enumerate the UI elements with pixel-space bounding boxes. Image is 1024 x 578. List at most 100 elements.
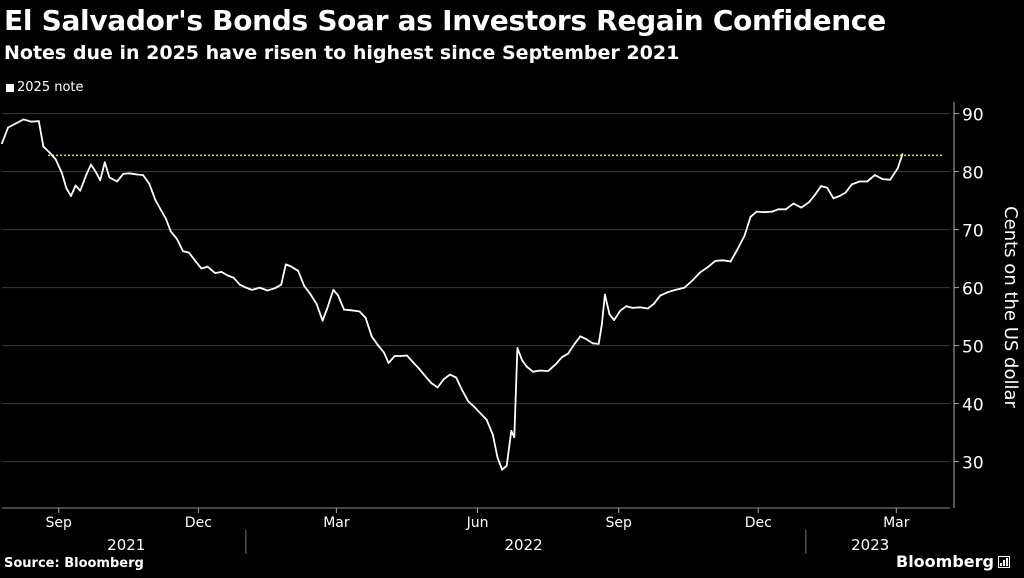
data-point [274,287,276,290]
data-point [94,170,97,173]
series-line [1,118,904,471]
data-point [792,202,795,205]
data-point [136,173,138,176]
data-point [674,289,677,291]
data-point [42,145,45,148]
data-point [771,210,773,213]
data-point [561,356,563,359]
data-point [436,386,439,389]
data-point [74,184,77,187]
data-point [226,274,229,277]
data-point [54,158,57,161]
data-point [844,191,847,194]
data-point [169,230,172,233]
data-point [777,208,780,211]
data-point [399,355,402,357]
data-point [85,173,88,176]
y-tick-label: 30 [962,454,984,474]
data-point [625,305,628,308]
data-point [547,370,549,372]
data-point [600,323,603,326]
data-point [232,276,235,279]
data-point [743,235,746,237]
data-point [619,309,622,312]
data-point [631,307,634,309]
year-label: 2022 [504,536,542,554]
data-point [238,283,241,286]
data-point [182,250,184,253]
data-point [808,201,810,204]
data-point [889,178,892,181]
data-point [613,319,615,321]
data-point [501,468,503,471]
chart-subtitle: Notes due in 2025 have risen to highest … [4,42,680,64]
data-point [461,389,464,392]
data-point [850,183,853,186]
data-point [70,195,72,197]
data-point [321,319,324,322]
data-point [442,378,445,381]
data-point [666,291,669,294]
data-point [1,142,3,145]
chart-title: El Salvador's Bonds Soar as Investors Re… [4,4,886,37]
data-point [722,259,724,262]
data-point [99,179,102,182]
data-point [30,120,32,123]
legend-swatch [6,83,14,92]
data-point [579,335,582,338]
x-tick-label: Sep [46,515,73,531]
data-point [430,382,433,385]
axes: 30 40 50 60 70 80 90 Sep Dec Mar Jun Sep Dec Mar 2021 2… [2,102,984,554]
data-point [714,260,717,262]
data-point [467,400,470,403]
data-point [449,373,451,376]
data-point [473,406,476,408]
data-point [370,335,373,338]
data-point [814,193,816,196]
data-point [492,434,494,436]
x-tick-label: Dec [745,515,772,531]
data-point [479,412,482,415]
data-point [597,343,600,345]
year-label: 2023 [851,536,889,554]
data-point [521,359,523,361]
data-point [826,186,829,189]
data-point [383,351,385,354]
data-point [412,361,414,364]
data-point [639,306,641,309]
data-point [7,126,9,129]
grid [2,113,950,463]
y-axis-label: Cents on the US dollar [1000,206,1021,408]
legend-label: 2025 note [17,80,84,95]
data-point [60,171,63,174]
data-point [214,272,217,274]
y-tick-label: 60 [962,280,984,300]
data-point [896,167,899,170]
brand-logo: Bloomberg [896,552,1010,571]
data-point [838,195,841,197]
data-point [154,199,157,201]
data-point [531,370,534,373]
data-point [646,307,649,310]
data-point [604,293,606,296]
data-point [48,151,51,154]
data-point [763,211,766,214]
data-point [387,362,390,364]
y-tick-label: 40 [962,396,984,416]
data-point [90,163,92,166]
data-point [699,271,701,274]
data-point [866,180,869,183]
y-tick-label: 70 [962,222,984,242]
data-point [148,182,151,185]
data-point [22,118,25,121]
data-point [659,294,661,297]
brand-name: Bloomberg [896,552,994,571]
data-point [485,418,488,421]
data-point [455,376,457,379]
y-tick-label: 80 [962,164,984,184]
data-point [280,283,283,286]
data-point [729,260,732,263]
data-point [505,464,508,467]
data-point [79,189,82,192]
